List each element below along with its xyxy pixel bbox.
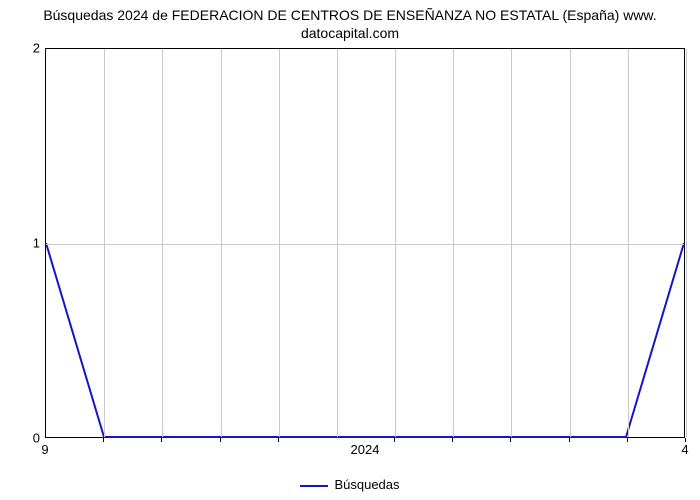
gridline-v [395,49,396,437]
x-tick-mark [161,438,162,442]
x-tick-mark [278,438,279,442]
y-tick-label: 2 [0,41,40,56]
x-tick-mark [510,438,511,442]
gridline-v [453,49,454,437]
x-tick-mark [452,438,453,442]
x-tick-label: 4 [681,442,688,457]
legend-label: Búsquedas [334,477,399,492]
gridline-v [686,49,687,437]
y-tick-label: 0 [0,431,40,446]
series-path [46,243,684,437]
gridline-v [104,49,105,437]
x-tick-label: 9 [41,442,48,457]
chart-container: Búsquedas 2024 de FEDERACION DE CENTROS … [0,0,700,500]
x-tick-mark [220,438,221,442]
gridline-v [337,49,338,437]
x-tick-mark [103,438,104,442]
gridline-v [511,49,512,437]
x-tick-mark [569,438,570,442]
x-tick-mark [627,438,628,442]
x-tick-label: 2024 [351,442,380,457]
gridline-v [221,49,222,437]
line-series [46,49,684,437]
gridline-v [570,49,571,437]
legend-swatch [300,485,328,487]
chart-title-line1: Búsquedas 2024 de FEDERACION DE CENTROS … [43,7,656,23]
x-tick-mark [394,438,395,442]
legend: Búsquedas [0,477,700,492]
y-tick-label: 1 [0,236,40,251]
chart-title-line2: datocapital.com [301,25,399,41]
chart-title: Búsquedas 2024 de FEDERACION DE CENTROS … [0,6,700,42]
gridline-v [628,49,629,437]
plot-area [45,48,685,438]
gridline-h [46,244,684,245]
gridline-v [279,49,280,437]
gridline-v [162,49,163,437]
